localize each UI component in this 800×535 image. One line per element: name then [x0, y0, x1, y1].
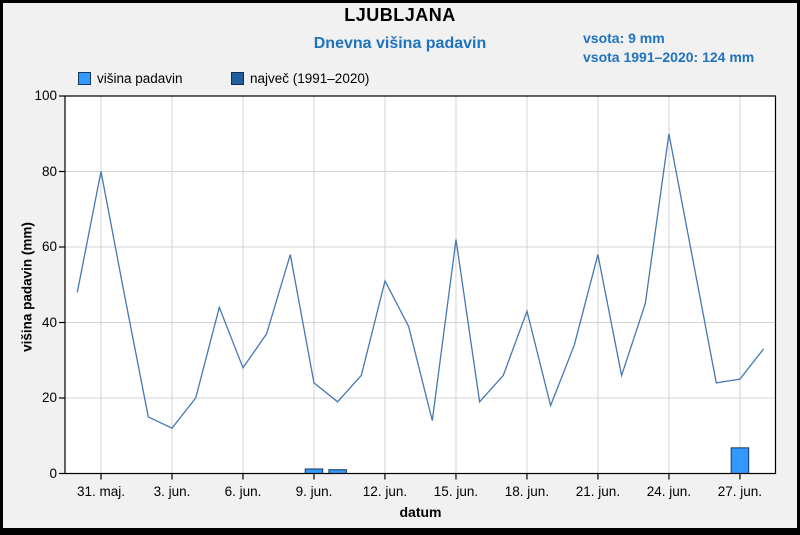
legend-item-max: največ (1991–2020)	[231, 71, 369, 86]
x-tick-label: 21. jun.	[575, 484, 621, 499]
x-tick-label: 31. maj.	[76, 484, 126, 499]
x-tick-label: 27. jun.	[717, 484, 763, 499]
y-tick-label: 20	[41, 390, 57, 405]
y-tick-label: 60	[41, 239, 57, 254]
x-tick-label: 15. jun.	[433, 484, 479, 499]
max-line	[76, 133, 765, 430]
precipitation-bar	[730, 447, 750, 474]
x-tick-label: 6. jun.	[224, 484, 262, 499]
legend: višina padavin največ (1991–2020)	[3, 71, 797, 89]
y-tick-label: 40	[41, 314, 57, 330]
total-current-label: vsota: 9 mm	[583, 30, 665, 46]
x-tick-label: 9. jun.	[295, 484, 333, 499]
y-tick-label: 0	[49, 465, 57, 481]
legend-label-precipitation: višina padavin	[97, 71, 183, 86]
chart-title: LJUBLJANA	[344, 5, 456, 25]
plot-svg	[59, 95, 777, 480]
plot-border	[64, 95, 777, 475]
max-swatch-icon	[231, 72, 244, 85]
total-climate-label: vsota 1991–2020: 124 mm	[583, 49, 755, 65]
x-tick-label: 18. jun.	[504, 484, 550, 499]
y-tick-label: 80	[41, 163, 57, 179]
totals-annotation: vsota: 9 mm vsota 1991–2020: 124 mm	[583, 29, 754, 67]
x-axis-title: datum	[399, 504, 442, 520]
x-tick-label: 24. jun.	[646, 484, 692, 499]
y-tick-label: 100	[34, 88, 57, 103]
plot-background	[65, 96, 776, 474]
legend-item-precipitation: višina padavin	[78, 71, 183, 86]
precipitation-bar	[304, 468, 324, 475]
x-tick-label: 3. jun.	[153, 484, 191, 499]
precipitation-swatch-icon	[78, 72, 91, 85]
x-tick-label: 12. jun.	[362, 484, 408, 499]
legend-label-max: največ (1991–2020)	[250, 71, 370, 86]
chart-subtitle: Dnevna višina padavin	[313, 35, 487, 52]
